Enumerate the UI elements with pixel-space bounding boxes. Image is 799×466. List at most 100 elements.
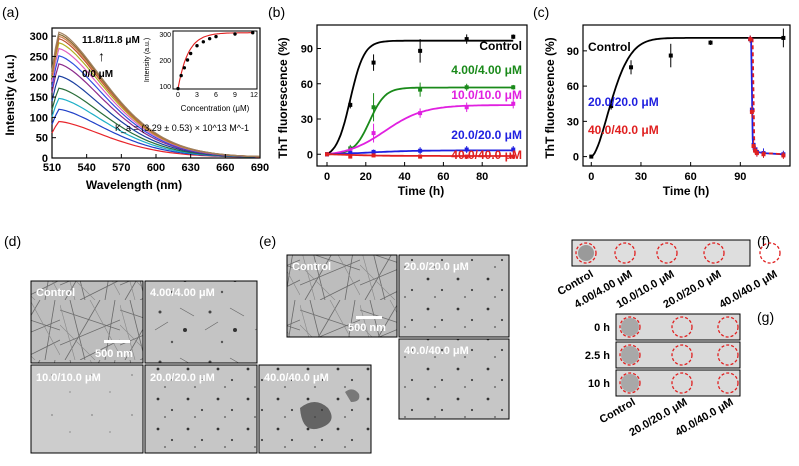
panel-label-e: (e) [259, 233, 276, 249]
tem-label: 20.0/20.0 μM [150, 372, 215, 384]
inset-y-tick: 100 [159, 84, 171, 91]
legend-label: Control [479, 39, 522, 53]
data-point [511, 147, 516, 152]
data-point [511, 85, 516, 90]
panel-label-d: (d) [4, 233, 21, 249]
data-point [751, 144, 756, 149]
data-point [418, 154, 423, 159]
scale-bar-label: 500 nm [348, 322, 386, 334]
inset-point [182, 66, 187, 70]
data-point [418, 48, 423, 53]
data-point [371, 149, 376, 154]
chart-a-arrow: ↑ [98, 48, 105, 64]
y-tick-label: 0 [573, 152, 579, 164]
blot-spot [621, 318, 639, 336]
x-tick-label: 30 [635, 171, 647, 183]
x-tick-label: 570 [112, 162, 130, 174]
blot-spot [578, 245, 594, 261]
blot-label: 40.0/40.0 μM [717, 268, 779, 311]
tem-d-4 [144, 280, 258, 364]
inset-fit-line [177, 32, 254, 89]
legend-label: 20.0/20.0 μM [451, 128, 522, 142]
tem-label: Control [36, 287, 75, 299]
inset-point [185, 58, 190, 62]
inset-point [176, 86, 180, 91]
data-point [325, 152, 329, 157]
y-tick-label: 30 [301, 114, 313, 126]
dashed-circle [614, 242, 636, 264]
inset-x-tick: 0 [176, 92, 180, 99]
panel-label-c: (c) [533, 4, 549, 20]
dashed-circle [671, 316, 693, 338]
dashed-circle [619, 372, 641, 394]
panel-d-tem: Control 4.00/4.00 μM 10.0/10.0 μM 20.0/2… [30, 280, 372, 454]
chart-b-xlabel: Time (h) [398, 184, 444, 198]
data-point [371, 153, 376, 158]
legend-label: 10.0/10.0 μM [451, 88, 522, 102]
data-point [511, 101, 516, 106]
dashed-circle [717, 316, 739, 338]
dashed-circle [619, 344, 641, 366]
x-tick-label: 0 [588, 171, 594, 183]
data-point [781, 153, 786, 158]
inset-point [233, 32, 237, 36]
x-tick-label: 20 [360, 171, 372, 183]
scale-bar [104, 340, 130, 343]
legend-label: 40.0/40.0 μM [588, 123, 659, 137]
tem-e-20 [398, 254, 510, 338]
data-point [464, 154, 469, 159]
data-point [464, 85, 469, 90]
panel-label-f: (f) [757, 233, 770, 249]
legend-label: Control [588, 40, 631, 54]
data-point [589, 154, 594, 159]
data-point [609, 104, 614, 109]
inset-point [251, 31, 255, 35]
blot-strip [571, 239, 751, 267]
data-point [753, 148, 758, 153]
panel-e-tem: Control 20.0/20.0 μM 40.0/40.0 μM 500 nm [286, 254, 510, 420]
inset-point [214, 34, 218, 39]
data-point [464, 147, 469, 152]
y-tick-label: 300 [30, 31, 48, 43]
chart-c-frame [582, 24, 791, 167]
aggregate-blob [345, 389, 360, 402]
data-point [464, 105, 469, 110]
data-point [629, 65, 634, 70]
y-tick-label: 150 [30, 92, 48, 104]
chart-c-xlabel: Time (h) [663, 184, 709, 198]
legend-label: 4.00/4.00 μM [451, 63, 522, 77]
dashed-circle [575, 242, 597, 264]
blot-spot [621, 346, 639, 364]
inset-ylabel: Intensity (a.u.) [144, 38, 151, 82]
chart-c: 0 30 60 90 0 30 60 90 Time (h) ThT fluorescence… [543, 24, 791, 198]
dashed-circle [671, 344, 693, 366]
fit-line-drop-1 [751, 38, 785, 156]
inset-point [201, 40, 206, 44]
chart-b-frame [316, 24, 528, 167]
data-point [348, 154, 353, 159]
inset-x-tick: 9 [233, 92, 237, 99]
y-tick-label: 60 [301, 79, 313, 91]
chart-a-annot-bottom: 0/0 μM [82, 69, 113, 80]
dashed-circle [717, 344, 739, 366]
x-tick-label: 60 [437, 171, 449, 183]
legend-label: 40.0/40.0 μM [451, 148, 522, 162]
blot-row-label: 10 h [588, 378, 610, 390]
inset-x-tick: 3 [195, 92, 199, 99]
chart-a-kd: K_a = (3.29 ± 0.53) × 10^13 M^-1 [115, 123, 249, 133]
data-point [781, 35, 786, 40]
tem-label: 10.0/10.0 μM [36, 372, 101, 384]
data-point [348, 102, 353, 107]
fit-line-drop-0 [750, 38, 784, 156]
x-tick-label: 90 [734, 171, 746, 183]
data-point [511, 154, 516, 159]
chart-a-inset: 0 3 6 9 12 100 200 300 Concentration (μM) Inten… [144, 30, 258, 113]
legend-label: 20.0/20.0 μM [588, 95, 659, 109]
x-tick-label: 510 [43, 162, 61, 174]
data-point [371, 131, 376, 136]
x-tick-label: 630 [181, 162, 199, 174]
tem-e-control [286, 254, 398, 338]
